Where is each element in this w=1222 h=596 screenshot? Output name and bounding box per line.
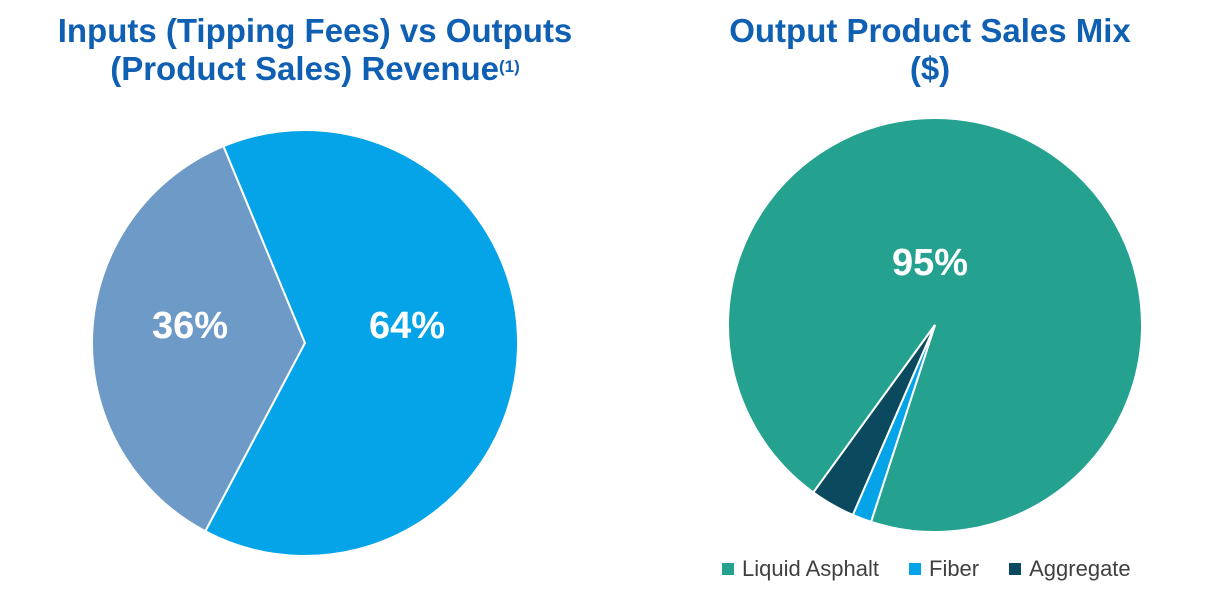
legend-swatch-liquid-asphalt bbox=[722, 563, 734, 575]
data-label-liquid-asphalt: 95% bbox=[892, 242, 968, 284]
legend-swatch-aggregate bbox=[1009, 563, 1022, 575]
pie-slice-aggregate bbox=[811, 324, 936, 517]
pie-slice-outputs-product-sales bbox=[203, 129, 519, 557]
pie-product-mix: 95% bbox=[727, 117, 1143, 533]
title-line-1: Inputs (Tipping Fees) vs Outputs bbox=[57, 12, 573, 49]
chart-title-product-mix: Output Product Sales Mix ($) bbox=[650, 12, 1210, 88]
legend-product-mix: Liquid Asphalt Fiber Aggregate bbox=[722, 556, 1212, 582]
pie-inputs-outputs: 36% 64% bbox=[91, 129, 519, 557]
legend-swatch-fiber bbox=[909, 563, 921, 575]
legend-item-fiber: Fiber bbox=[909, 556, 979, 582]
legend-label-liquid-asphalt: Liquid Asphalt bbox=[742, 556, 879, 581]
title-line-2: ($) bbox=[909, 50, 951, 87]
legend-label-fiber: Fiber bbox=[929, 556, 980, 581]
legend-item-liquid-asphalt: Liquid Asphalt bbox=[722, 556, 879, 582]
legend-item-aggregate: Aggregate bbox=[1009, 556, 1131, 582]
data-label-outputs-product-sales: 64% bbox=[369, 305, 445, 347]
chart-title-inputs-outputs: Inputs (Tipping Fees) vs Outputs (Produc… bbox=[10, 12, 620, 88]
pie-slice-inputs-tipping-fees bbox=[91, 144, 307, 533]
title-footnote: (1) bbox=[499, 57, 520, 76]
legend-label-aggregate: Aggregate bbox=[1029, 556, 1131, 581]
data-label-inputs-tipping-fees: 36% bbox=[152, 305, 228, 347]
title-line-2: (Product Sales) Revenue bbox=[110, 50, 499, 87]
title-line-1: Output Product Sales Mix bbox=[729, 12, 1131, 49]
